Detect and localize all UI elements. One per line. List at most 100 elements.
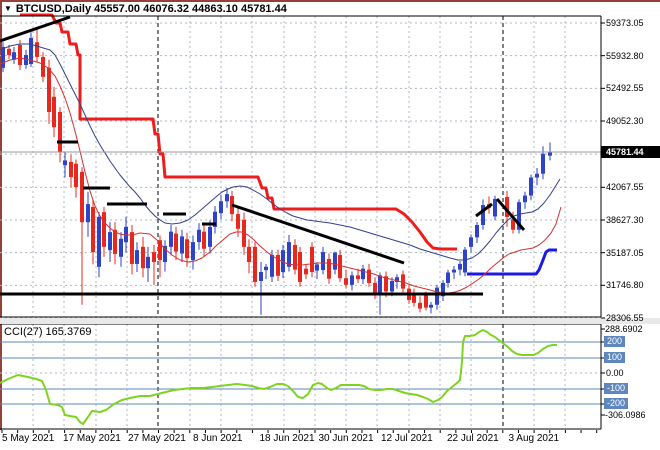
candle-bull (124, 226, 128, 243)
candle-bull (493, 198, 497, 217)
candle-bear (424, 295, 428, 308)
candle-bear (418, 302, 422, 309)
time-axis-label: 17 May 2021 (63, 433, 121, 444)
candle-bull (361, 268, 365, 280)
candle-bull (469, 237, 473, 247)
candle-bull (435, 287, 439, 305)
candle-bull (219, 201, 223, 214)
candle-bear (384, 276, 388, 292)
window-left-edge (0, 2, 2, 430)
candle-bull (146, 256, 150, 269)
candle-bear (253, 246, 257, 282)
candle-bull (429, 304, 433, 308)
time-axis-label: 5 May 2021 (2, 433, 55, 444)
candle-bull (97, 216, 101, 267)
candle-bear (58, 112, 62, 152)
candle-bull (287, 242, 291, 267)
black-trendline (0, 15, 71, 43)
candle-bull (517, 202, 521, 230)
candle-bear (91, 206, 95, 253)
candle-bull (441, 282, 445, 297)
candle-bear (304, 268, 308, 275)
time-axis-label: 30 Jun 2021 (318, 433, 374, 444)
candle-bull (395, 277, 399, 282)
symbol-dropdown-icon[interactable]: ▼ (4, 4, 12, 13)
cci-line (0, 329, 557, 425)
candle-bull (463, 249, 467, 273)
candle-bull (197, 229, 201, 243)
candle-bull (86, 204, 90, 223)
candle-bear (80, 171, 84, 223)
current-price-badge: 45781.44 (601, 146, 660, 159)
candle-bear (511, 219, 515, 230)
price-axis-label: 31746.80 (606, 280, 644, 291)
cci-indicator-label: CCI(27) 165.3769 (4, 326, 92, 338)
price-axis-label: 49052.30 (606, 116, 644, 126)
time-axis-label: 27 May 2021 (128, 433, 186, 444)
candle-bear (373, 282, 377, 295)
candle-bull (259, 272, 263, 282)
cci-level-label: 0.00 (606, 368, 624, 378)
chart-title-text: BTCUSD,Daily 45557.00 46076.32 44863.10 … (15, 3, 287, 15)
cci-level-badge: 200 (604, 336, 626, 347)
candle-bear (69, 161, 73, 178)
price-axis-label: 42067.55 (606, 182, 644, 193)
candle-bull (458, 263, 462, 270)
blue-moving-average (0, 43, 561, 261)
time-axis-label: 12 Jul 2021 (381, 433, 433, 444)
candle-bull (452, 269, 456, 273)
candle-bull (24, 55, 28, 66)
price-axis-label: 59373.05 (606, 18, 644, 28)
candle-bull (270, 254, 274, 277)
candle-bull (315, 264, 319, 271)
red-moving-average (0, 57, 562, 294)
candle-bear (310, 246, 314, 273)
candle-bull (378, 275, 382, 294)
candle-bull (390, 281, 394, 292)
candle-bull (548, 152, 552, 156)
time-axis-label: 3 Aug 2021 (508, 433, 560, 444)
candle-bear (52, 96, 56, 128)
black-trendline (231, 203, 405, 265)
time-axis-label: 22 Jul 2021 (447, 433, 499, 444)
candle-bull (63, 160, 67, 166)
candle-bull (1, 46, 5, 68)
candle-bull (213, 211, 217, 227)
candle-bear (293, 244, 297, 270)
candle-bear (185, 239, 189, 259)
candle-bull (523, 195, 527, 203)
cci-scale-max-label: 288.6902 (605, 324, 643, 334)
candle-bull (169, 231, 173, 247)
cci-level-badge: 100 (604, 352, 626, 363)
candle-bear (356, 275, 360, 280)
candle-bear (367, 269, 371, 283)
blue-channel-step-line (467, 248, 557, 276)
candle-bull (119, 238, 123, 257)
price-axis-label: 38627.30 (606, 214, 644, 225)
candle-bull (12, 52, 16, 60)
candle-bull (180, 236, 184, 254)
candle-bear (141, 246, 145, 269)
panel-divider[interactable] (0, 318, 660, 324)
candle-bull (321, 252, 325, 271)
candle-bull (225, 194, 229, 202)
candle-bear (74, 163, 78, 188)
price-axis-label: 52492.55 (606, 83, 644, 94)
candle-bull (481, 205, 485, 226)
candle-bear (412, 293, 416, 303)
candle-bear (344, 278, 348, 285)
candle-bear (236, 214, 240, 229)
candle-bull (529, 177, 533, 196)
candle-bull (108, 232, 112, 251)
candle-bull (535, 173, 539, 178)
candle-bear (338, 254, 342, 279)
candle-bear (130, 232, 134, 264)
chart-title: ▼ BTCUSD,Daily 45557.00 46076.32 44863.10… (4, 2, 287, 15)
candle-bear (327, 258, 331, 279)
price-axis-label: 55932.80 (606, 50, 644, 61)
candle-bear (7, 48, 11, 56)
cci-level-badge: -100 (604, 383, 629, 394)
time-axis-label: 8 Jun 2021 (193, 433, 243, 444)
candle-bull (135, 250, 139, 264)
